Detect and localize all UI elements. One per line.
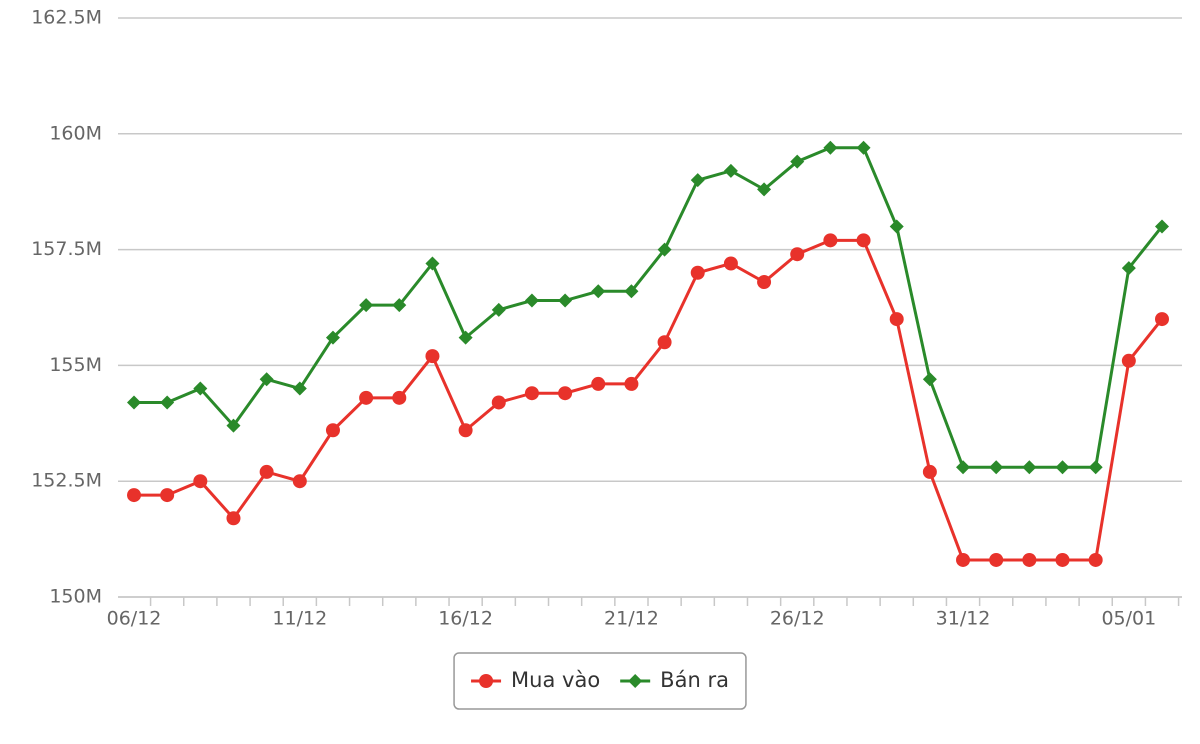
data-point <box>359 298 374 313</box>
y-tick-label: 157.5M <box>31 238 102 260</box>
legend: Mua vào Bán ra <box>453 652 747 710</box>
data-point <box>723 256 738 271</box>
data-point <box>989 460 1004 475</box>
data-point <box>657 335 672 350</box>
data-point <box>458 423 473 438</box>
data-point <box>226 418 241 433</box>
data-point <box>856 140 871 155</box>
data-point <box>491 395 506 410</box>
legend-label: Bán ra <box>660 668 729 692</box>
x-tick-label: 16/12 <box>438 608 493 630</box>
data-point <box>558 293 573 308</box>
legend-label: Mua vào <box>511 668 600 692</box>
data-point <box>127 395 141 410</box>
data-point <box>127 488 141 503</box>
legend-marker <box>628 674 643 688</box>
data-point <box>657 242 672 257</box>
data-point <box>1121 261 1136 276</box>
data-point <box>1088 460 1103 475</box>
data-point <box>591 376 606 391</box>
data-point <box>922 372 937 387</box>
data-point <box>160 488 175 503</box>
series-line <box>134 238 1164 562</box>
data-point <box>1088 552 1103 567</box>
data-point <box>723 163 738 178</box>
y-tick-label: 150M <box>49 586 102 608</box>
y-tick-label: 162.5M <box>31 7 102 29</box>
data-point <box>425 349 440 364</box>
data-point <box>889 312 904 327</box>
data-point <box>889 219 904 234</box>
data-point <box>160 395 175 410</box>
data-point <box>624 376 639 391</box>
data-point <box>491 302 506 317</box>
legend-box <box>453 652 747 710</box>
x-tick-label: 31/12 <box>936 608 991 630</box>
legend-marker <box>479 674 494 688</box>
data-point <box>922 464 937 479</box>
data-point <box>1022 460 1037 475</box>
data-point <box>458 330 473 345</box>
data-point <box>956 552 971 567</box>
data-point <box>790 247 805 262</box>
data-point <box>392 298 407 313</box>
data-point <box>259 464 274 479</box>
data-point <box>989 552 1004 567</box>
data-point <box>292 381 307 396</box>
data-point <box>1121 353 1136 368</box>
data-point <box>392 390 407 405</box>
data-point <box>823 140 838 155</box>
x-tick-label: 05/01 <box>1101 608 1156 630</box>
data-point <box>292 474 307 489</box>
data-point <box>1155 219 1169 234</box>
data-point <box>823 233 838 248</box>
data-point <box>1055 552 1070 567</box>
data-point <box>757 182 772 197</box>
data-point <box>325 423 340 438</box>
y-tick-label: 152.5M <box>31 470 102 492</box>
data-point <box>359 390 374 405</box>
data-point <box>325 330 340 345</box>
data-point <box>757 275 772 290</box>
data-point <box>524 293 539 308</box>
data-point <box>193 474 208 489</box>
x-tick-label: 26/12 <box>770 608 825 630</box>
data-point <box>856 233 871 248</box>
data-point <box>690 265 705 280</box>
data-point <box>226 511 241 526</box>
data-point <box>624 284 639 299</box>
x-tick-label: 21/12 <box>604 608 659 630</box>
data-point <box>1022 552 1037 567</box>
data-point <box>956 460 971 475</box>
y-tick-label: 160M <box>49 122 102 144</box>
x-tick-label: 06/12 <box>107 608 162 630</box>
data-point <box>591 284 606 299</box>
x-tick-label: 11/12 <box>272 608 327 630</box>
series-line <box>134 146 1164 469</box>
data-point <box>425 256 440 271</box>
data-point <box>193 381 208 396</box>
data-point <box>1055 460 1070 475</box>
data-point <box>524 386 539 401</box>
data-point <box>1155 312 1169 327</box>
y-tick-label: 155M <box>49 354 102 376</box>
data-point <box>259 372 274 387</box>
data-point <box>558 386 573 401</box>
data-point <box>690 173 705 188</box>
data-point <box>790 154 805 169</box>
